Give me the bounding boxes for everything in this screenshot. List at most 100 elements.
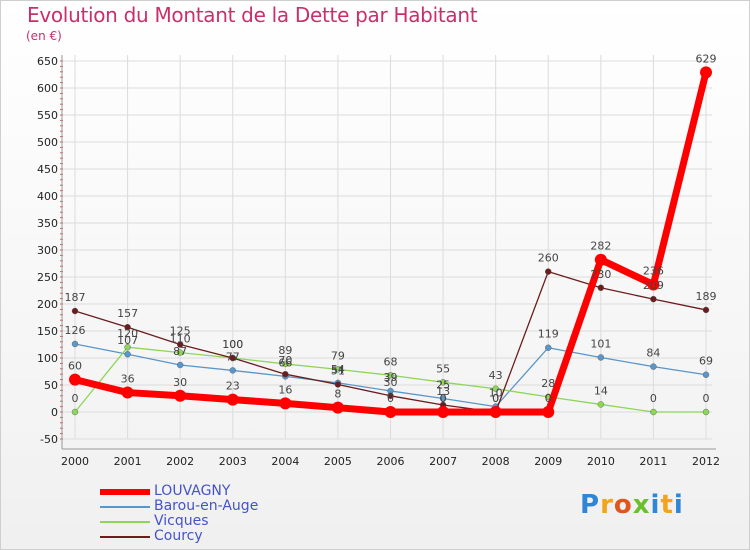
data-label-louvagny: 8: [334, 388, 341, 401]
data-point-louvagny: [700, 66, 712, 79]
legend-swatch: [100, 488, 150, 495]
data-point-louvagny: [121, 386, 134, 399]
data-point-courcy: [545, 268, 552, 275]
data-point-louvagny: [226, 393, 239, 406]
data-point-louvagny: [437, 406, 450, 418]
x-tick-label: 2004: [271, 455, 299, 468]
data-label-louvagny: 0: [440, 392, 447, 405]
data-label-barou-en-auge: 119: [538, 328, 559, 341]
x-tick-label: 2001: [114, 455, 142, 468]
data-point-louvagny: [331, 401, 344, 414]
data-point-courcy: [282, 371, 289, 378]
data-label-courcy: 13: [436, 385, 450, 398]
data-point-louvagny: [279, 397, 292, 410]
y-tick-label: 400: [37, 190, 58, 203]
y-tick-label: 500: [37, 136, 58, 149]
data-point-courcy: [176, 341, 184, 348]
data-point-vicques: [702, 408, 710, 416]
data-label-louvagny: 36: [121, 373, 135, 386]
x-tick-label: 2007: [429, 455, 457, 468]
legend-label: Courcy: [154, 528, 203, 544]
data-point-courcy: [71, 307, 79, 315]
data-point-vicques: [176, 349, 184, 356]
data-label-barou-en-auge: 54: [331, 363, 345, 376]
data-label-barou-en-auge: 77: [226, 350, 240, 363]
data-label-vicques: 79: [331, 349, 345, 362]
data-point-barou-en-auge: [71, 340, 79, 348]
data-label-louvagny: 0: [387, 392, 394, 405]
data-point-vicques: [71, 408, 79, 416]
data-label-barou-en-auge: 66: [278, 356, 292, 369]
y-tick-label: 650: [37, 55, 58, 68]
data-label-barou-en-auge: 39: [384, 371, 398, 384]
data-point-vicques: [597, 401, 605, 408]
y-tick-label: 250: [37, 271, 58, 284]
data-label-vicques: 89: [278, 344, 292, 357]
data-label-courcy: 0: [492, 392, 499, 405]
data-point-barou-en-auge: [229, 367, 236, 374]
data-label-courcy: 30: [384, 376, 398, 389]
data-point-vicques: [282, 360, 289, 368]
data-point-vicques: [650, 408, 657, 416]
data-point-vicques: [387, 372, 394, 379]
data-point-barou-en-auge: [439, 395, 447, 402]
legend-item-vicques: Vicques: [100, 514, 258, 529]
data-point-barou-en-auge: [650, 363, 657, 370]
data-point-louvagny: [174, 389, 187, 402]
y-tick-label: 450: [37, 163, 58, 176]
data-label-courcy: 230: [590, 268, 611, 281]
data-label-vicques: 68: [384, 355, 398, 368]
data-point-courcy: [387, 392, 394, 399]
y-tick-label: 150: [37, 325, 58, 338]
data-label-barou-en-auge: 10: [489, 387, 503, 400]
x-tick-label: 2008: [482, 455, 510, 468]
data-label-louvagny: 60: [68, 360, 82, 373]
data-label-louvagny: 23: [226, 380, 240, 393]
y-tick-label: 0: [51, 406, 58, 419]
data-label-barou-en-auge: 107: [117, 334, 138, 347]
chart-title: Evolution du Montant de la Dette par Hab…: [27, 3, 478, 27]
y-tick-label: 200: [37, 298, 58, 311]
legend-item-louvagny: LOUVAGNY: [100, 484, 258, 499]
data-label-vicques: 120: [117, 327, 138, 340]
data-label-louvagny: 282: [590, 240, 611, 253]
data-label-courcy: 189: [696, 290, 717, 303]
data-label-vicques: 100: [222, 338, 243, 351]
data-label-courcy: 187: [65, 291, 86, 304]
x-tick-label: 2011: [639, 455, 667, 468]
chart-unit-label: (en €): [26, 29, 62, 43]
data-point-courcy: [702, 306, 710, 314]
legend-item-courcy: Courcy: [100, 529, 258, 544]
data-point-courcy: [597, 284, 605, 291]
data-label-louvagny: 0: [545, 392, 552, 405]
data-label-barou-en-auge: 126: [65, 324, 86, 337]
x-tick-label: 2010: [587, 455, 615, 468]
data-point-louvagny: [647, 278, 660, 291]
data-point-barou-en-auge: [702, 371, 710, 378]
y-tick-label: 50: [44, 379, 58, 392]
data-label-courcy: 70: [278, 354, 292, 367]
data-label-vicques: 55: [436, 362, 450, 375]
data-label-louvagny: 30: [173, 376, 187, 389]
legend: LOUVAGNY Barou-en-Auge Vicques Courcy: [100, 484, 258, 544]
legend-swatch: [100, 520, 150, 523]
data-label-louvagny: 236: [643, 265, 664, 278]
y-tick-label: 300: [37, 244, 58, 257]
y-tick-label: 350: [37, 217, 58, 230]
data-label-barou-en-auge: 87: [173, 345, 187, 358]
legend-item-barou-en-auge: Barou-en-Auge: [100, 499, 258, 514]
data-label-barou-en-auge: 101: [590, 337, 611, 350]
data-point-louvagny: [594, 253, 607, 266]
data-label-courcy: 260: [538, 252, 559, 265]
data-point-vicques: [492, 385, 499, 392]
data-label-barou-en-auge: 84: [646, 347, 660, 360]
data-label-barou-en-auge: 25: [436, 379, 450, 392]
x-tick-label: 2009: [534, 455, 562, 468]
x-tick-label: 2000: [61, 455, 89, 468]
legend-swatch: [100, 535, 150, 538]
data-point-barou-en-auge: [545, 344, 552, 351]
data-point-barou-en-auge: [124, 351, 131, 358]
proxiti-logo: Proxiti: [580, 490, 684, 520]
data-point-barou-en-auge: [176, 361, 184, 369]
